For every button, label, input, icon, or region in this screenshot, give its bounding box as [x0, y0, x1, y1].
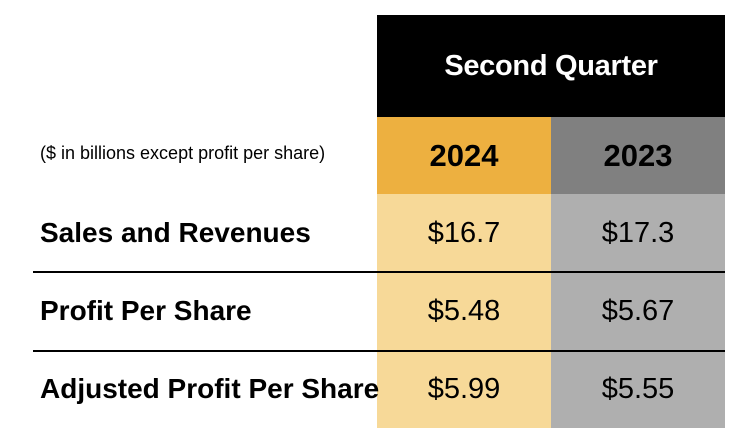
column-header-2023: 2023	[551, 117, 725, 194]
column-header-2024: 2024	[377, 117, 551, 194]
table-cell-sales-2024: $16.7	[427, 217, 501, 249]
row-label-profit-per-share: Profit Per Share	[40, 295, 252, 326]
table-cell-pps-2024: $5.48	[427, 295, 501, 327]
column-body-2023	[551, 194, 725, 428]
table-cell-adj-pps-2023: $5.55	[601, 373, 675, 405]
row-divider	[33, 350, 725, 352]
row-label-adjusted-profit-per-share: Adjusted Profit Per Share	[40, 373, 380, 404]
table-cell-sales-2023: $17.3	[601, 217, 675, 249]
row-label-sales-and-revenues: Sales and Revenues	[40, 217, 311, 248]
row-divider	[33, 271, 725, 273]
table-header-band: Second Quarter	[377, 15, 725, 117]
table-cell-pps-2023: $5.67	[601, 295, 675, 327]
column-body-2024	[377, 194, 551, 428]
units-note: ($ in billions except profit per share)	[40, 143, 326, 163]
table-title: Second Quarter	[444, 49, 658, 82]
table-cell-adj-pps-2024: $5.99	[427, 373, 501, 405]
